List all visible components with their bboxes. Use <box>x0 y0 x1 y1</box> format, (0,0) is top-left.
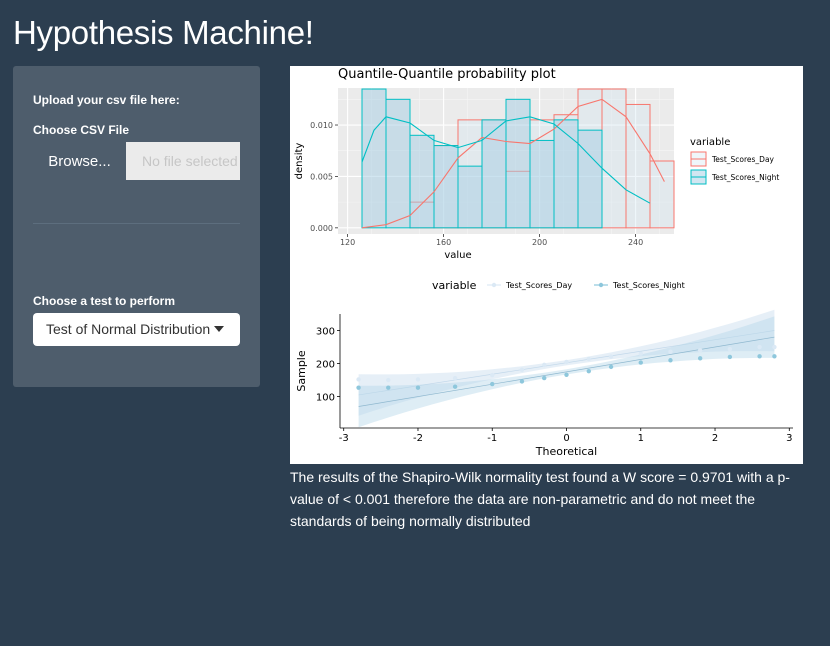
qq-point <box>452 375 458 381</box>
histogram-bar <box>553 119 579 229</box>
legend-title: variable <box>432 279 477 292</box>
qq-points <box>356 344 777 390</box>
qq-point <box>490 381 495 387</box>
histogram-x-label: value <box>444 250 471 261</box>
histogram-bar <box>601 88 627 229</box>
x-tick-label: 3 <box>786 433 792 444</box>
qq-point <box>519 379 525 384</box>
qq-point <box>697 356 703 361</box>
qq-point <box>490 372 495 378</box>
qq-point <box>772 354 777 359</box>
qq-point <box>727 354 733 360</box>
qq-x-label: Theoretical <box>535 445 597 458</box>
reference-line <box>358 336 775 407</box>
qq-point <box>757 344 762 350</box>
qq-legend: variable Test_Scores_Day Test_Scores_Night <box>432 279 685 292</box>
x-tick-label: 200 <box>532 238 547 247</box>
x-tick-label: -2 <box>413 433 423 444</box>
qq-point <box>608 364 614 370</box>
histogram-bar <box>481 119 507 229</box>
histogram-bar <box>385 98 411 229</box>
test-select-label: Choose a test to perform <box>33 294 176 308</box>
qq-point <box>452 384 458 389</box>
qq-point <box>519 367 525 373</box>
qq-point <box>727 346 733 352</box>
legend-key-point <box>491 282 497 288</box>
density-curves <box>361 98 665 229</box>
x-tick-label: 2 <box>712 433 718 444</box>
x-tick-label: 0 <box>563 433 569 444</box>
legend-key-point <box>598 282 604 288</box>
qq-confidence-bands <box>358 309 775 428</box>
qq-axes: -3 -2 -1 0 1 2 3 100 200 300 <box>316 314 793 444</box>
upload-heading: Upload your csv file here: <box>33 93 180 107</box>
qq-point <box>542 375 547 381</box>
y-tick-label: 200 <box>316 360 335 371</box>
sidebar-divider <box>33 223 240 224</box>
histogram-bar <box>577 129 603 229</box>
density-curve <box>361 116 651 204</box>
file-name-field[interactable]: No file selected <box>126 142 240 180</box>
qq-point <box>415 377 421 382</box>
histogram-bars <box>361 88 675 229</box>
histogram-legend: variable Test_Scores_Day Test_Scores_Night <box>690 137 779 185</box>
qq-point <box>638 360 643 365</box>
plot-canvas: Quantile-Quantile probability plot 120 16… <box>294 67 793 458</box>
qq-point <box>668 358 673 363</box>
legend-label: Test_Scores_Day <box>505 281 572 290</box>
x-tick-label: 160 <box>436 238 451 247</box>
qq-point <box>356 385 361 390</box>
histogram-y-label: density <box>294 143 305 180</box>
qq-point <box>638 351 643 356</box>
legend-label: Test_Scores_Day <box>711 155 775 164</box>
legend-label: Test_Scores_Night <box>711 173 779 182</box>
histogram-bar <box>361 88 387 229</box>
histogram-bar <box>649 160 675 229</box>
histogram-bar <box>457 165 483 229</box>
y-tick-label: 0.000 <box>310 224 333 233</box>
qq-point <box>608 354 614 359</box>
qq-point <box>564 359 569 365</box>
qq-point <box>356 377 361 382</box>
x-tick-label: -3 <box>339 433 349 444</box>
sidebar-panel: Upload your csv file here: Choose CSV Fi… <box>13 66 260 387</box>
qq-point <box>697 348 703 353</box>
qq-point <box>586 368 591 374</box>
histogram-bar <box>625 103 651 229</box>
legend-label: Test_Scores_Night <box>612 281 685 290</box>
qq-point <box>542 362 547 368</box>
test-result-text: The results of the Shapiro-Wilk normalit… <box>290 469 790 529</box>
test-select[interactable]: Test of Normal Distribution <box>33 313 240 346</box>
qq-point <box>386 377 391 383</box>
x-tick-label: 240 <box>628 238 643 247</box>
qq-point <box>415 385 421 390</box>
qq-point <box>386 385 391 390</box>
x-tick-label: 120 <box>340 238 355 247</box>
qq-point <box>668 349 673 354</box>
qq-point <box>564 372 569 377</box>
histogram-bar <box>529 139 555 229</box>
qq-point <box>757 354 762 359</box>
file-input-label: Choose CSV File <box>33 123 130 137</box>
plot-output: Quantile-Quantile probability plot 120 16… <box>290 66 803 464</box>
y-tick-label: 0.005 <box>310 172 333 181</box>
y-tick-label: 100 <box>316 393 335 404</box>
y-tick-label: 0.010 <box>310 121 333 130</box>
qq-point <box>586 356 591 362</box>
chevron-down-icon <box>214 326 224 332</box>
qq-point <box>772 344 777 350</box>
y-tick-label: 300 <box>316 327 335 338</box>
legend-title: variable <box>690 137 730 148</box>
x-tick-label: 1 <box>638 433 644 444</box>
test-select-value: Test of Normal Distribution <box>46 321 211 337</box>
browse-button[interactable]: Browse... <box>33 142 126 180</box>
x-tick-label: -1 <box>487 433 497 444</box>
app-title: Hypothesis Machine! <box>13 14 314 51</box>
chart-title: Quantile-Quantile probability plot <box>338 67 556 82</box>
density-curve <box>361 98 665 229</box>
qq-y-label: Sample <box>295 350 308 391</box>
histogram-bar <box>409 134 435 229</box>
